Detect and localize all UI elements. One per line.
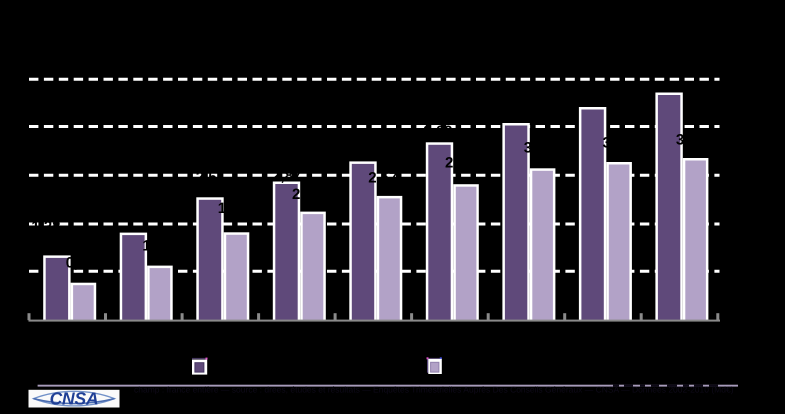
svg-text:2,87: 2,87 <box>272 168 301 185</box>
svg-text:2010: 2010 <box>663 323 696 340</box>
svg-text:2009: 2009 <box>586 323 619 340</box>
svg-text:2,81: 2,81 <box>445 155 474 172</box>
svg-text:2008: 2008 <box>510 323 543 340</box>
svg-text:Montant des dépenses (Md€): Montant des dépenses (Md€) <box>211 359 367 373</box>
svg-text:champ : france entière — sourc: champ : france entière — source : drees,… <box>134 384 734 394</box>
svg-text:Contribution CNSA (Md€): Contribution CNSA (Md€) <box>446 359 581 373</box>
svg-text:4,42: 4,42 <box>578 81 607 98</box>
svg-text:2005: 2005 <box>280 323 313 340</box>
svg-text:2,57: 2,57 <box>368 170 397 187</box>
svg-text:3,25: 3,25 <box>602 135 631 152</box>
svg-text:4,72: 4,72 <box>655 62 684 79</box>
svg-text:2003: 2003 <box>127 323 160 340</box>
svg-text:2002: 2002 <box>51 323 84 340</box>
svg-text:CNSA: CNSA <box>50 389 99 409</box>
svg-text:3,29: 3,29 <box>349 135 378 152</box>
svg-text:1,81: 1,81 <box>119 206 148 223</box>
svg-text:4,09: 4,09 <box>502 97 531 114</box>
svg-text:2007: 2007 <box>433 323 466 340</box>
svg-text:1,81: 1,81 <box>218 200 247 217</box>
svg-text:2004: 2004 <box>204 323 238 340</box>
svg-text:2,54: 2,54 <box>196 169 226 186</box>
svg-text:3,14: 3,14 <box>524 139 554 156</box>
svg-text:3,36: 3,36 <box>676 132 705 149</box>
svg-text:2,24: 2,24 <box>292 186 322 203</box>
svg-text:2006: 2006 <box>357 323 390 340</box>
svg-text:1,33: 1,33 <box>31 219 60 236</box>
svg-text:1,12: 1,12 <box>142 238 171 255</box>
svg-text:0,77: 0,77 <box>66 255 95 272</box>
svg-text:3,69: 3,69 <box>423 123 452 140</box>
